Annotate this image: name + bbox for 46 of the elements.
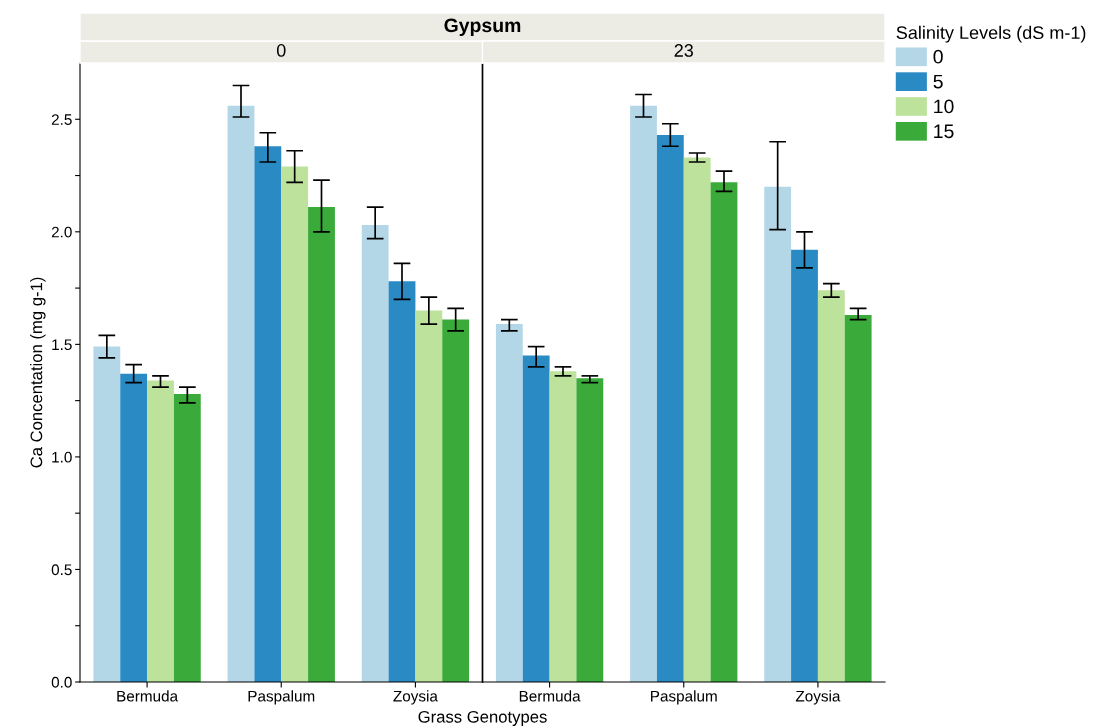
bar [415,310,443,682]
bar [361,225,389,682]
x-tick-label: Bermuda [117,690,179,702]
bar [549,371,577,682]
bar [93,346,121,682]
legend-label: 15 [934,124,954,139]
chart-subtitle: 23 [674,44,693,57]
y-tick-label: 2.0 [51,226,72,238]
legend-label: 5 [933,74,943,89]
bar [281,166,309,682]
bar [764,186,792,682]
y-tick-label: 0.5 [51,564,72,576]
legend-label: 10 [934,99,954,114]
bar [388,281,416,682]
bar [683,157,711,682]
chart-title: Gypsum [444,18,521,37]
legend-label: 0 [933,49,943,64]
bar [844,315,872,682]
y-tick-label: 1.0 [52,451,72,463]
bar [495,324,523,682]
x-tick-label: Paspalum [651,690,717,705]
bar [522,355,550,682]
bar [656,135,684,682]
bar [817,290,845,682]
bar [120,373,148,682]
y-axis-title: Ca Concentation (mg g-1) [30,277,46,468]
bar [791,249,818,682]
bar [710,182,738,682]
x-tick-label: Paspalum [248,690,315,705]
bar [308,207,335,682]
bar [254,146,282,682]
y-tick-label: 2.5 [51,114,72,125]
bar [147,380,174,682]
x-tick-label: Bermuda [519,690,581,702]
bar [630,105,657,682]
x-tick-label: Zoysia [795,690,841,705]
bar [576,378,604,682]
y-tick-label: 0.0 [51,676,72,688]
y-tick-label: 1.5 [52,339,72,351]
bar [173,393,201,682]
bar [227,105,255,682]
bar [442,319,470,682]
x-tick-label: Zoysia [393,690,438,705]
chart-subtitle: 0 [276,44,286,57]
x-axis-title: Grass Genotypes [418,710,547,726]
legend-title: Salinity Levels (dS m-1) [896,25,1086,43]
